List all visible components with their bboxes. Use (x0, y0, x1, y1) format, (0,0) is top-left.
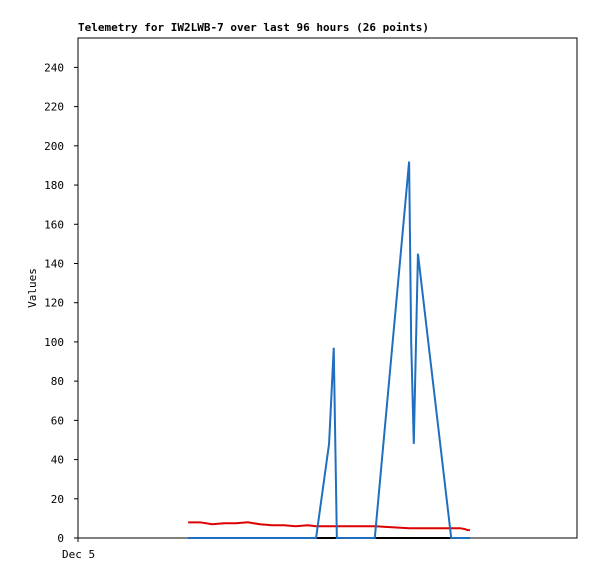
y-tick-label: 200 (44, 140, 64, 153)
y-tick-label: 60 (51, 414, 64, 427)
y-tick-label: 140 (44, 257, 64, 270)
y-tick-label: 20 (51, 493, 64, 506)
y-tick-label: 120 (44, 297, 64, 310)
y-axis-label: Values (26, 268, 39, 308)
y-tick-label: 40 (51, 454, 64, 467)
y-tick-label: 160 (44, 218, 64, 231)
y-tick-label: 0 (57, 532, 64, 545)
series-line (188, 521, 470, 532)
series-line (188, 161, 470, 539)
plot-frame (77, 37, 578, 539)
y-tick-label: 220 (44, 101, 64, 114)
y-tick-label: 240 (44, 61, 64, 74)
y-tick-label: 80 (51, 375, 64, 388)
x-tick-label: Dec 5 (62, 548, 95, 561)
y-tick-label: 100 (44, 336, 64, 349)
chart-title: Telemetry for IW2LWB-7 over last 96 hour… (78, 21, 429, 34)
y-tick-label: 180 (44, 179, 64, 192)
